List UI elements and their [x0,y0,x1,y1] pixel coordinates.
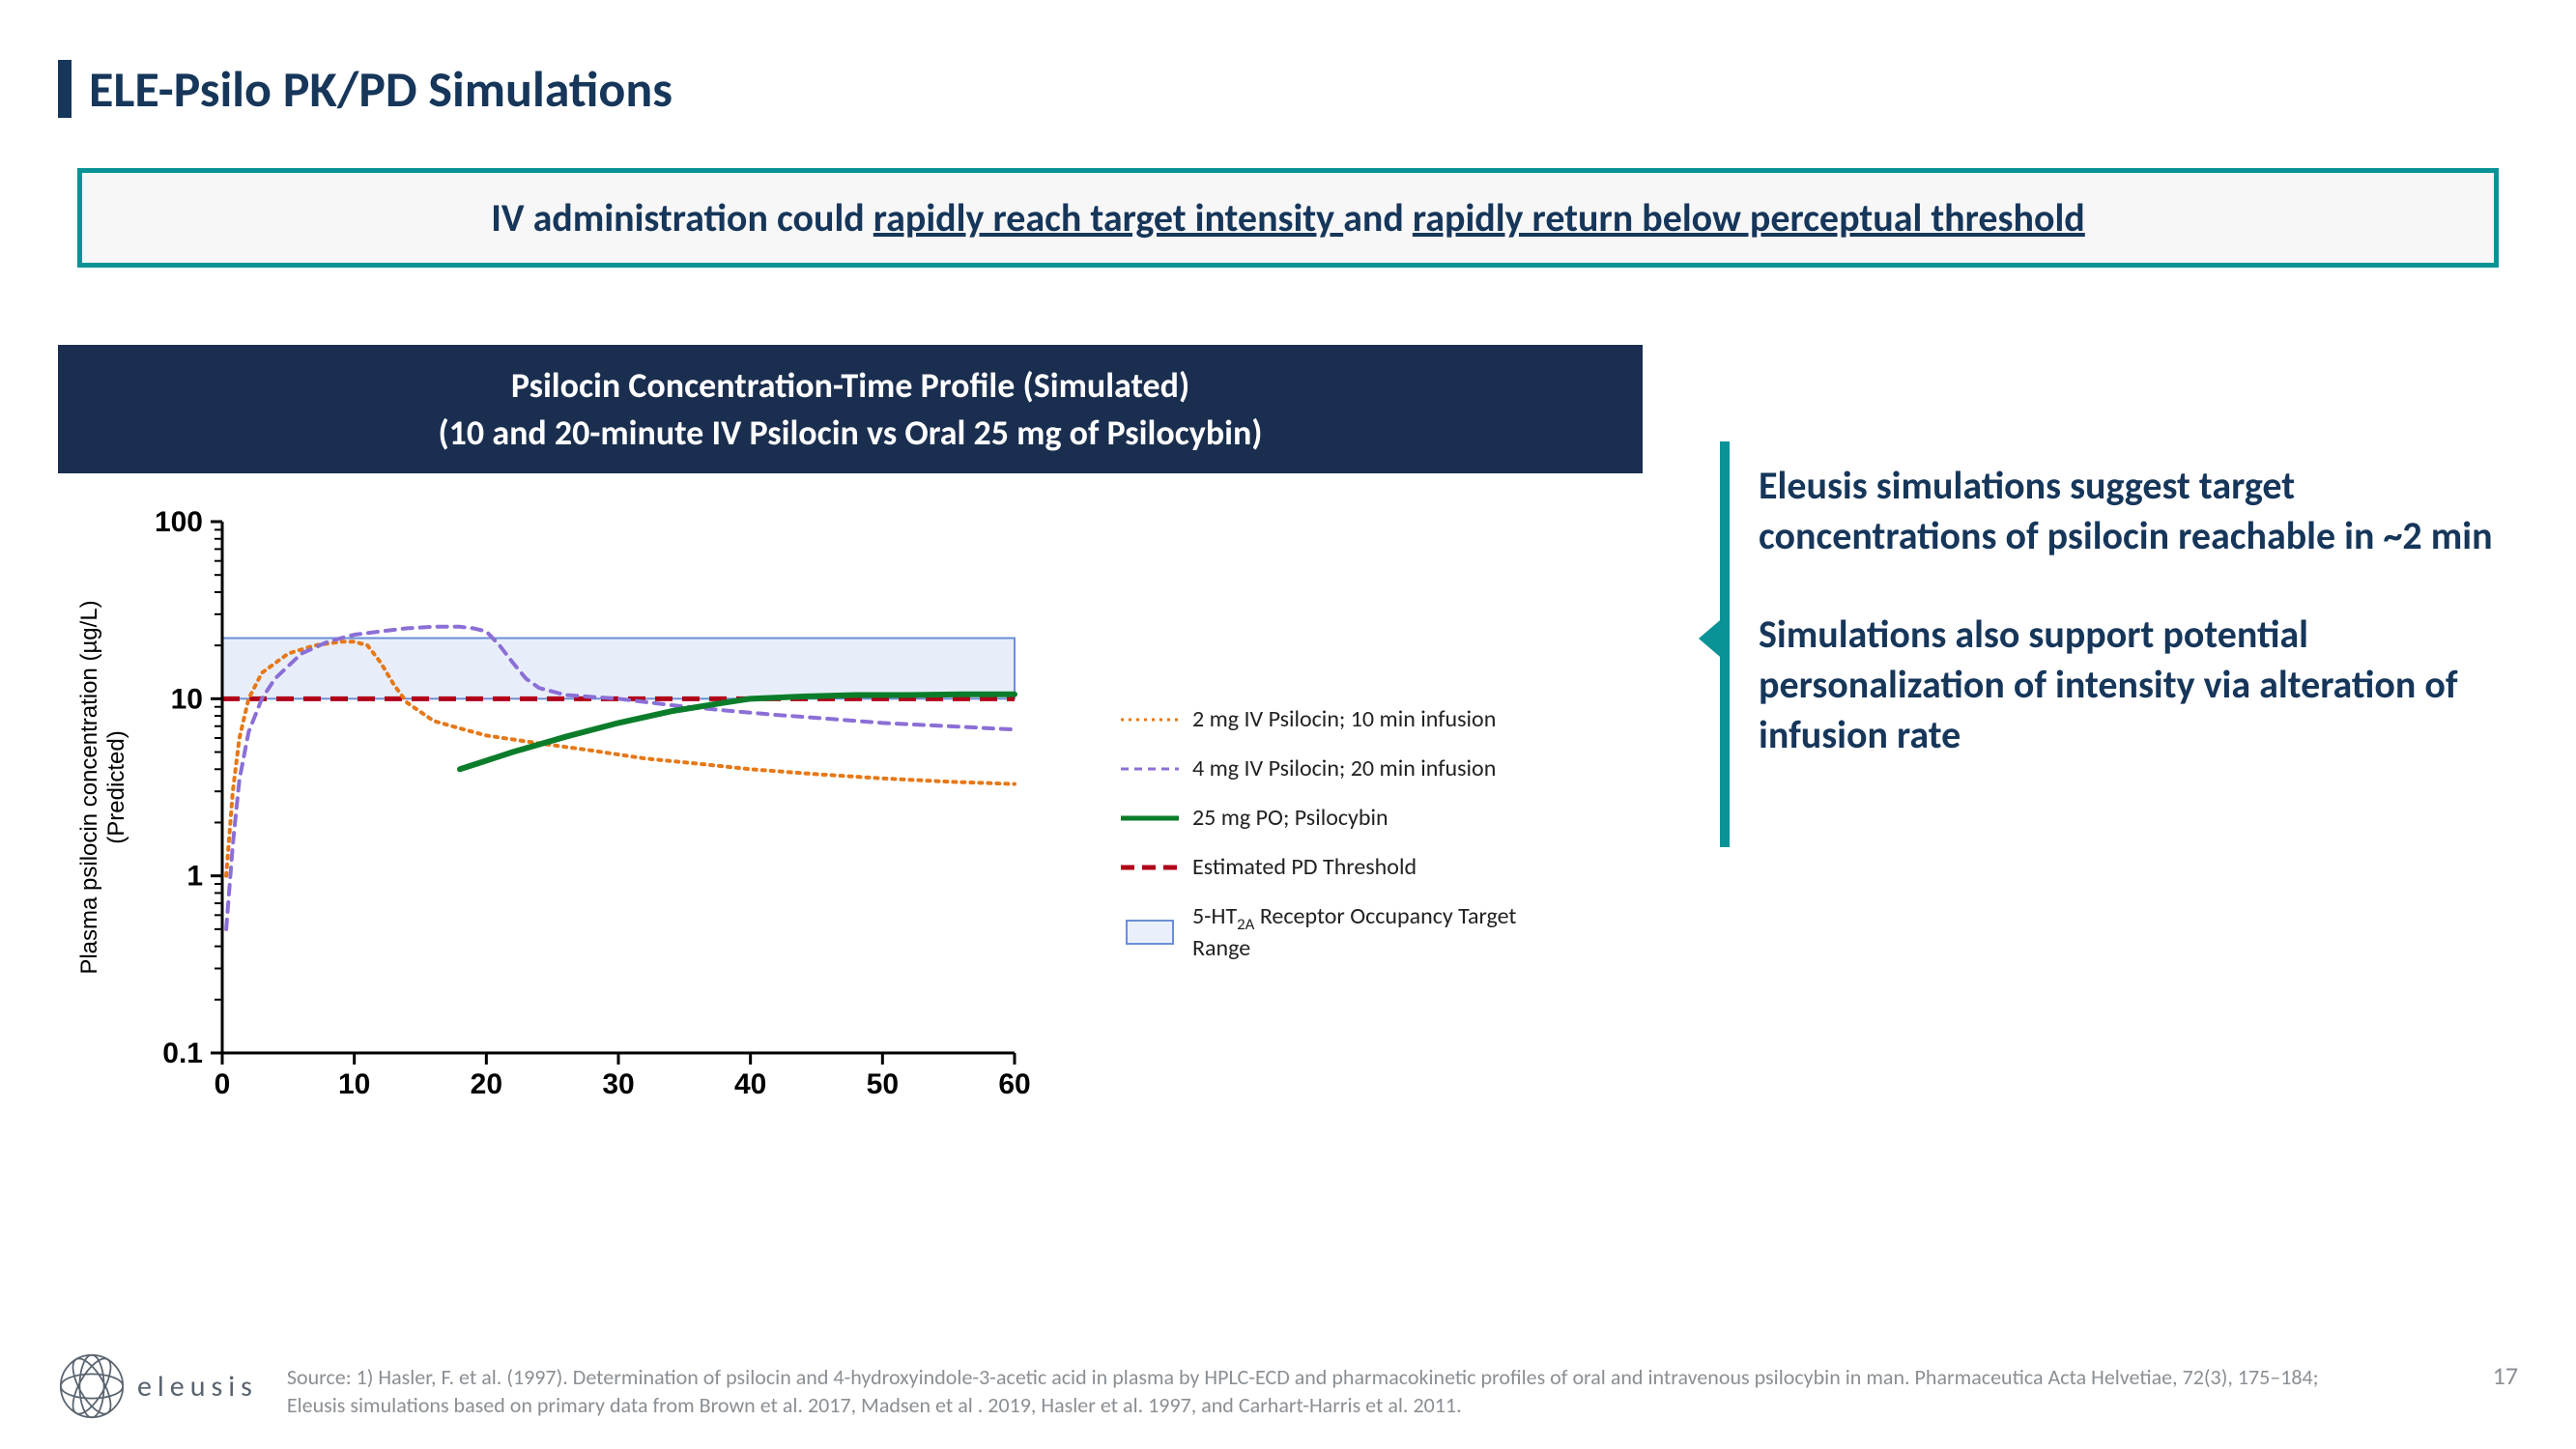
concentration-time-chart: 0102030405060Time (min)0.1110100Plasma p… [68,493,1092,1111]
svg-text:Plasma psilocin concentration: Plasma psilocin concentration (µg/L) [76,601,102,975]
side-caret-icon [1699,615,1726,662]
svg-text:10: 10 [338,1068,370,1100]
banner-underline-1: rapidly reach target intensity [873,194,1343,242]
banner-text: IV administration could rapidly reach ta… [121,194,2455,242]
banner-prefix: IV administration could [491,194,873,242]
legend-swatch [1121,921,1179,944]
side-paragraph-2: Simulations also support potential perso… [1759,610,2518,760]
side-callout: Eleusis simulations suggest target conce… [1720,345,2518,809]
chart-header-line1: Psilocin Concentration-Time Profile (Sim… [87,362,1614,410]
svg-text:(Predicted): (Predicted) [103,731,129,844]
page-number: 17 [2493,1360,2518,1420]
svg-text:60: 60 [998,1068,1030,1100]
legend-label: Estimated PD Threshold [1192,853,1417,881]
title-row: ELE-Psilo PK/PD Simulations [58,58,2518,120]
svg-text:50: 50 [867,1068,899,1100]
legend-swatch [1121,708,1179,731]
brand-name: eleusis [137,1369,258,1405]
svg-text:40: 40 [734,1068,766,1100]
legend-label: 25 mg PO; Psilocybin [1192,804,1388,832]
slide: ELE-Psilo PK/PD Simulations IV administr… [0,0,2576,1449]
svg-text:10: 10 [171,684,203,716]
title-accent-bar [58,60,72,118]
svg-text:100: 100 [155,506,203,538]
source-citation: Source: 1) Hasler, F. et al. (1997). Det… [287,1363,2464,1420]
chart-header-line2: (10 and 20-minute IV Psilocin vs Oral 25… [87,410,1614,457]
legend-label: 4 mg IV Psilocin; 20 min infusion [1192,754,1496,782]
logo-icon [58,1352,126,1420]
chart-body: 0102030405060Time (min)0.1110100Plasma p… [58,473,1643,1135]
banner-mid: and [1343,194,1413,242]
svg-text:1: 1 [186,861,203,893]
chart-block: Psilocin Concentration-Time Profile (Sim… [58,345,1643,1135]
legend-swatch [1121,807,1179,830]
page-title: ELE-Psilo PK/PD Simulations [89,58,673,120]
chart-legend: 2 mg IV Psilocin; 10 min infusion 4 mg IV… [1092,493,1579,1116]
chart-svg-wrap: 0102030405060Time (min)0.1110100Plasma p… [68,493,1092,1116]
content-row: Psilocin Concentration-Time Profile (Sim… [58,345,2518,1135]
side-paragraph-1: Eleusis simulations suggest target conce… [1759,461,2518,561]
legend-label: 2 mg IV Psilocin; 10 min infusion [1192,705,1496,733]
legend-item: 5-HT2A Receptor Occupancy Target Range [1121,902,1579,962]
svg-text:0: 0 [215,1068,231,1100]
footer: eleusis Source: 1) Hasler, F. et al. (19… [58,1352,2518,1420]
svg-text:20: 20 [471,1068,502,1100]
legend-swatch [1121,757,1179,781]
legend-item: 2 mg IV Psilocin; 10 min infusion [1121,705,1579,733]
legend-item: 4 mg IV Psilocin; 20 min infusion [1121,754,1579,782]
highlight-banner: IV administration could rapidly reach ta… [77,168,2499,268]
source-line-2: Eleusis simulations based on primary dat… [287,1391,2464,1420]
legend-swatch [1121,856,1179,879]
chart-header: Psilocin Concentration-Time Profile (Sim… [58,345,1643,473]
banner-underline-2: rapidly return below perceptual threshol… [1413,194,2085,242]
legend-item: Estimated PD Threshold [1121,853,1579,881]
source-line-1: Source: 1) Hasler, F. et al. (1997). Det… [287,1363,2464,1392]
brand-logo: eleusis [58,1352,258,1420]
legend-item: 25 mg PO; Psilocybin [1121,804,1579,832]
svg-text:30: 30 [602,1068,634,1100]
svg-text:0.1: 0.1 [162,1037,203,1069]
legend-label: 5-HT2A Receptor Occupancy Target Range [1192,902,1579,962]
